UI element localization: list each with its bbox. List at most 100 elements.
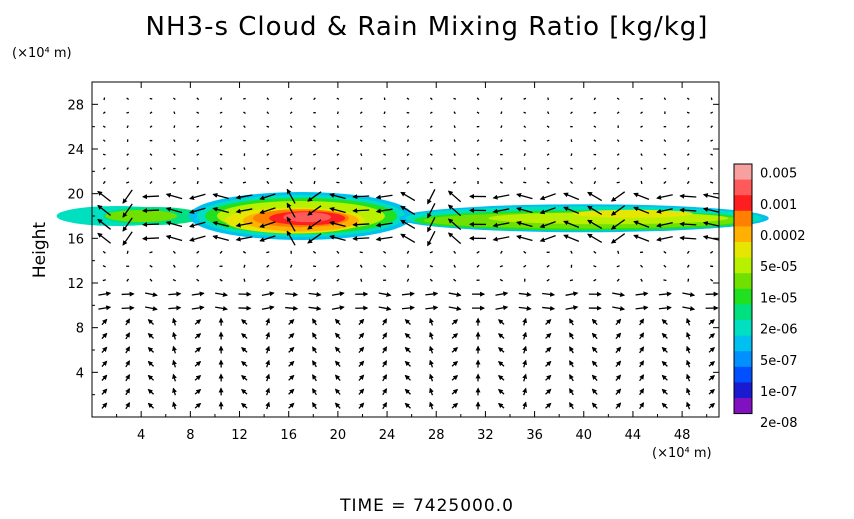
wind-arrow: [570, 167, 573, 170]
wind-arrow: [476, 111, 480, 114]
wind-arrow: [265, 401, 271, 410]
wind-arrow: [610, 191, 626, 202]
x-tick-label: 8: [186, 428, 194, 443]
wind-arrow: [172, 97, 176, 101]
wind-arrow: [523, 97, 527, 100]
wind-arrow: [215, 306, 228, 311]
wind-arrow: [708, 402, 716, 409]
wind-arrow: [289, 167, 293, 170]
wind-arrow: [219, 167, 223, 170]
wind-arrow: [242, 181, 247, 184]
wind-arrow: [383, 125, 386, 128]
wind-arrow: [406, 167, 410, 170]
wind-arrow: [172, 387, 177, 396]
wind-arrow: [542, 305, 556, 311]
x-tick-label: 4: [137, 428, 145, 443]
wind-arrow: [400, 191, 416, 202]
wind-arrow: [686, 387, 691, 396]
wind-arrow: [102, 167, 106, 170]
wind-arrow: [378, 306, 392, 311]
wind-arrow: [266, 264, 270, 268]
wind-arrow: [97, 204, 111, 216]
colorbar-label: 0.0002: [760, 229, 806, 244]
wind-arrow: [545, 346, 552, 353]
wind-arrow: [313, 97, 316, 101]
wind-arrow: [126, 153, 129, 156]
y-tick-label: 16: [67, 232, 84, 247]
wind-arrow: [702, 234, 720, 241]
wind-arrow: [686, 264, 690, 268]
wind-arrow: [563, 206, 580, 215]
wind-arrow: [243, 125, 246, 129]
wind-arrow: [172, 278, 177, 282]
wind-arrow: [427, 202, 436, 219]
wind-arrow: [360, 153, 363, 156]
cloud-left: [105, 210, 178, 222]
wind-arrow: [375, 236, 393, 242]
wind-arrow: [516, 206, 533, 214]
wind-arrow: [102, 264, 106, 268]
y-tick-label: 24: [67, 143, 84, 158]
colorbar-label: 2e-06: [760, 323, 798, 338]
wind-arrow: [429, 331, 434, 340]
wind-arrow: [447, 232, 462, 245]
wind-arrow: [259, 193, 276, 201]
wind-arrow: [358, 318, 365, 326]
wind-arrow: [312, 374, 317, 382]
wind-arrow: [142, 236, 160, 242]
wind-arrow: [383, 264, 387, 268]
wind-arrow: [288, 346, 295, 353]
wind-arrow: [126, 167, 129, 170]
wind-arrow: [640, 125, 643, 128]
wind-arrow: [288, 318, 295, 325]
wind-arrow: [425, 291, 439, 297]
wind-arrow: [523, 250, 527, 254]
x-axis-unit: (×10⁴ m): [652, 446, 712, 461]
wind-arrow: [212, 220, 229, 228]
wind-arrow: [499, 181, 504, 184]
wind-arrow: [102, 153, 106, 156]
wind-arrow: [121, 291, 135, 297]
wind-arrow: [102, 250, 106, 254]
wind-arrow: [569, 401, 574, 410]
wind-arrow: [663, 97, 667, 101]
wind-arrow: [500, 167, 503, 170]
colorbar-label: 1e-07: [760, 385, 798, 400]
wind-arrow: [610, 205, 626, 216]
wind-arrow: [639, 360, 645, 368]
wind-arrow: [640, 264, 644, 268]
wind-arrow: [569, 388, 574, 396]
wind-arrow: [358, 402, 365, 409]
wind-arrow: [97, 218, 111, 230]
wind-arrow: [334, 374, 341, 381]
wind-arrow: [682, 306, 696, 311]
wind-arrow: [610, 233, 626, 244]
wind-arrow: [615, 388, 622, 395]
wind-arrow: [476, 264, 480, 268]
wind-arrow: [382, 332, 388, 340]
wind-arrow: [212, 234, 229, 241]
x-tick-label: 20: [330, 428, 347, 443]
wind-arrow: [404, 374, 411, 381]
wind-arrow: [122, 203, 133, 218]
y-tick-label: 8: [76, 322, 84, 337]
wind-arrow: [686, 373, 691, 382]
colorbar-label: 5e-07: [760, 354, 798, 369]
wind-arrow: [587, 191, 603, 202]
wind-arrow: [612, 292, 626, 297]
wind-arrow: [382, 374, 388, 382]
wind-arrow: [126, 111, 130, 114]
wind-arrow: [429, 317, 434, 326]
wind-arrow: [429, 251, 433, 254]
wind-arrow: [307, 233, 322, 244]
wind-arrow: [404, 388, 411, 395]
wind-arrow: [429, 265, 433, 268]
wind-arrow: [289, 181, 293, 184]
wind-arrow: [615, 346, 622, 354]
wind-arrow: [172, 345, 177, 354]
wind-arrow: [523, 264, 527, 268]
wind-arrow: [243, 167, 246, 170]
wind-arrow: [429, 125, 433, 128]
wind-arrow: [497, 374, 505, 381]
colorbar-swatch: [734, 382, 752, 399]
